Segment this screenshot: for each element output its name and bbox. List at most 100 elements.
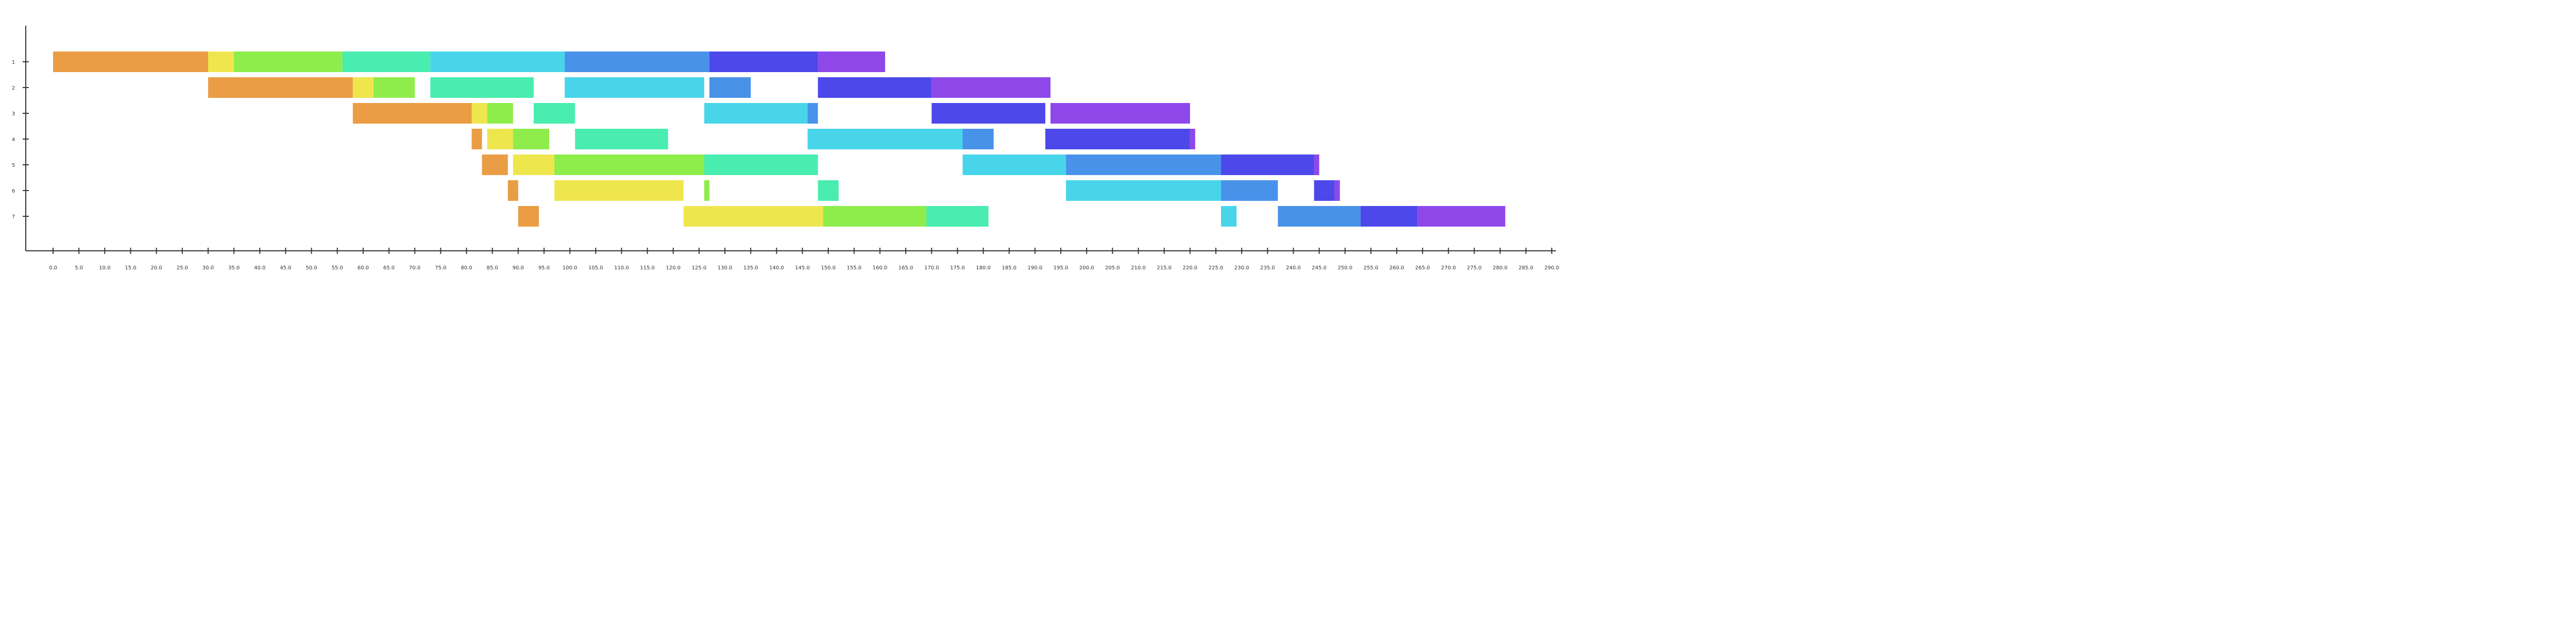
x-axis-ticks: 0.0 5.0 10.0 15.0 20.0 25.0 30.0 35.0 40.0 45.0 50… [49, 248, 1559, 271]
gantt-bar-row-7-segment-8 [1417, 206, 1505, 227]
gantt-bar-row-5-segment-3 [554, 154, 704, 175]
x-tick-label: 180.0 [976, 265, 991, 271]
gantt-bar-row-6-segment-1 [507, 180, 518, 201]
x-tick-label: 245.0 [1312, 265, 1327, 271]
x-tick-label: 40.0 [254, 265, 265, 271]
gantt-bar-row-4-segment-2 [487, 129, 513, 149]
x-tick-label: 55.0 [332, 265, 343, 271]
gantt-bar-row-1-segment-4 [342, 52, 431, 72]
gantt-bar-row-2-segment-5 [565, 77, 704, 98]
gantt-bar-row-4-segment-6 [962, 129, 994, 149]
x-tick-label: 30.0 [202, 265, 214, 271]
y-tick-label: 3 [12, 111, 15, 117]
gantt-bar-row-1-segment-8 [818, 52, 885, 72]
x-tick-label: 60.0 [358, 265, 369, 271]
x-tick-label: 100.0 [563, 265, 578, 271]
gantt-bar-row-3-segment-1 [352, 103, 472, 124]
gantt-bar-row-3-segment-2 [471, 103, 487, 124]
gantt-bar-row-5-segment-4 [704, 154, 818, 175]
x-tick-label: 195.0 [1054, 265, 1069, 271]
gantt-bar-row-4-segment-7 [1045, 129, 1190, 149]
x-tick-label: 75.0 [435, 265, 446, 271]
x-tick-label: 70.0 [409, 265, 420, 271]
gantt-bar-row-1-segment-7 [709, 52, 818, 72]
x-tick-label: 95.0 [538, 265, 550, 271]
gantt-bar-row-7-segment-2 [683, 206, 823, 227]
y-tick-label: 5 [12, 163, 15, 168]
gantt-bar-row-3-segment-8 [1050, 103, 1190, 124]
gantt-bar-row-5-segment-2 [513, 154, 555, 175]
x-tick-label: 50.0 [306, 265, 317, 271]
gantt-bar-row-7-segment-7 [1360, 206, 1418, 227]
y-tick-label: 4 [12, 137, 15, 143]
x-tick-label: 0.0 [49, 265, 57, 271]
x-tick-label: 45.0 [280, 265, 291, 271]
x-tick-label: 260.0 [1389, 265, 1404, 271]
gantt-bar-row-6-segment-8 [1334, 180, 1340, 201]
x-tick-label: 90.0 [513, 265, 524, 271]
gantt-bar-row-6-segment-2 [554, 180, 684, 201]
gantt-bar-row-2-segment-2 [352, 77, 374, 98]
x-tick-label: 145.0 [795, 265, 810, 271]
gantt-bar-row-4-segment-4 [575, 129, 668, 149]
gantt-bar-row-1-segment-5 [430, 52, 565, 72]
x-tick-label: 200.0 [1079, 265, 1094, 271]
x-tick-label: 65.0 [383, 265, 395, 271]
x-tick-label: 10.0 [99, 265, 110, 271]
y-tick-label: 2 [12, 85, 15, 91]
x-tick-label: 190.0 [1028, 265, 1043, 271]
gantt-bar-row-1-segment-6 [565, 52, 709, 72]
x-tick-label: 225.0 [1209, 265, 1224, 271]
gantt-bar-row-2-segment-6 [709, 77, 751, 98]
gantt-bar-row-5-segment-1 [482, 154, 508, 175]
y-tick-label: 1 [12, 60, 15, 65]
x-tick-label: 35.0 [228, 265, 240, 271]
gantt-bar-row-3-segment-4 [533, 103, 575, 124]
x-tick-label: 20.0 [150, 265, 162, 271]
x-tick-label: 135.0 [743, 265, 758, 271]
gantt-bar-row-6-segment-4 [818, 180, 839, 201]
x-tick-label: 215.0 [1157, 265, 1172, 271]
gantt-bar-row-3-segment-3 [487, 103, 513, 124]
gantt-bar-row-6-segment-6 [1221, 180, 1278, 201]
gantt-bar-row-2-segment-4 [430, 77, 534, 98]
gantt-bar-row-7-segment-4 [926, 206, 989, 227]
x-tick-label: 170.0 [924, 265, 939, 271]
gantt-bar-row-4-segment-1 [471, 129, 482, 149]
y-tick-label: 7 [12, 214, 15, 220]
x-tick-label: 230.0 [1234, 265, 1249, 271]
x-tick-label: 155.0 [846, 265, 861, 271]
x-tick-label: 270.0 [1441, 265, 1456, 271]
gantt-bar-row-7-segment-5 [1221, 206, 1237, 227]
gantt-bar-row-1-segment-3 [234, 52, 343, 72]
gantt-bar-row-5-segment-8 [1314, 154, 1319, 175]
x-tick-label: 165.0 [899, 265, 913, 271]
bars-layer [53, 52, 1505, 227]
x-tick-label: 25.0 [177, 265, 188, 271]
x-tick-label: 290.0 [1545, 265, 1560, 271]
gantt-bar-row-5-segment-5 [962, 154, 1066, 175]
x-tick-label: 235.0 [1260, 265, 1275, 271]
y-axis-ticks: 1 2 3 4 5 6 7 [12, 60, 29, 220]
x-tick-label: 140.0 [769, 265, 784, 271]
x-tick-label: 210.0 [1131, 265, 1146, 271]
gantt-bar-row-6-segment-3 [704, 180, 709, 201]
x-tick-label: 185.0 [1002, 265, 1016, 271]
x-tick-label: 205.0 [1105, 265, 1120, 271]
gantt-bar-row-6-segment-5 [1066, 180, 1222, 201]
x-tick-label: 285.0 [1519, 265, 1534, 271]
x-tick-label: 150.0 [821, 265, 836, 271]
gantt-bar-row-7-segment-3 [823, 206, 927, 227]
gantt-bar-row-7-segment-1 [518, 206, 539, 227]
gantt-bar-row-5-segment-7 [1221, 154, 1314, 175]
gantt-bar-row-4-segment-8 [1190, 129, 1195, 149]
gantt-bar-row-6-segment-7 [1314, 180, 1335, 201]
gantt-bar-row-2-segment-3 [373, 77, 415, 98]
x-tick-label: 105.0 [588, 265, 603, 271]
x-tick-label: 5.0 [75, 265, 83, 271]
x-tick-label: 240.0 [1286, 265, 1301, 271]
x-tick-label: 85.0 [487, 265, 498, 271]
gantt-bar-row-2-segment-8 [931, 77, 1050, 98]
